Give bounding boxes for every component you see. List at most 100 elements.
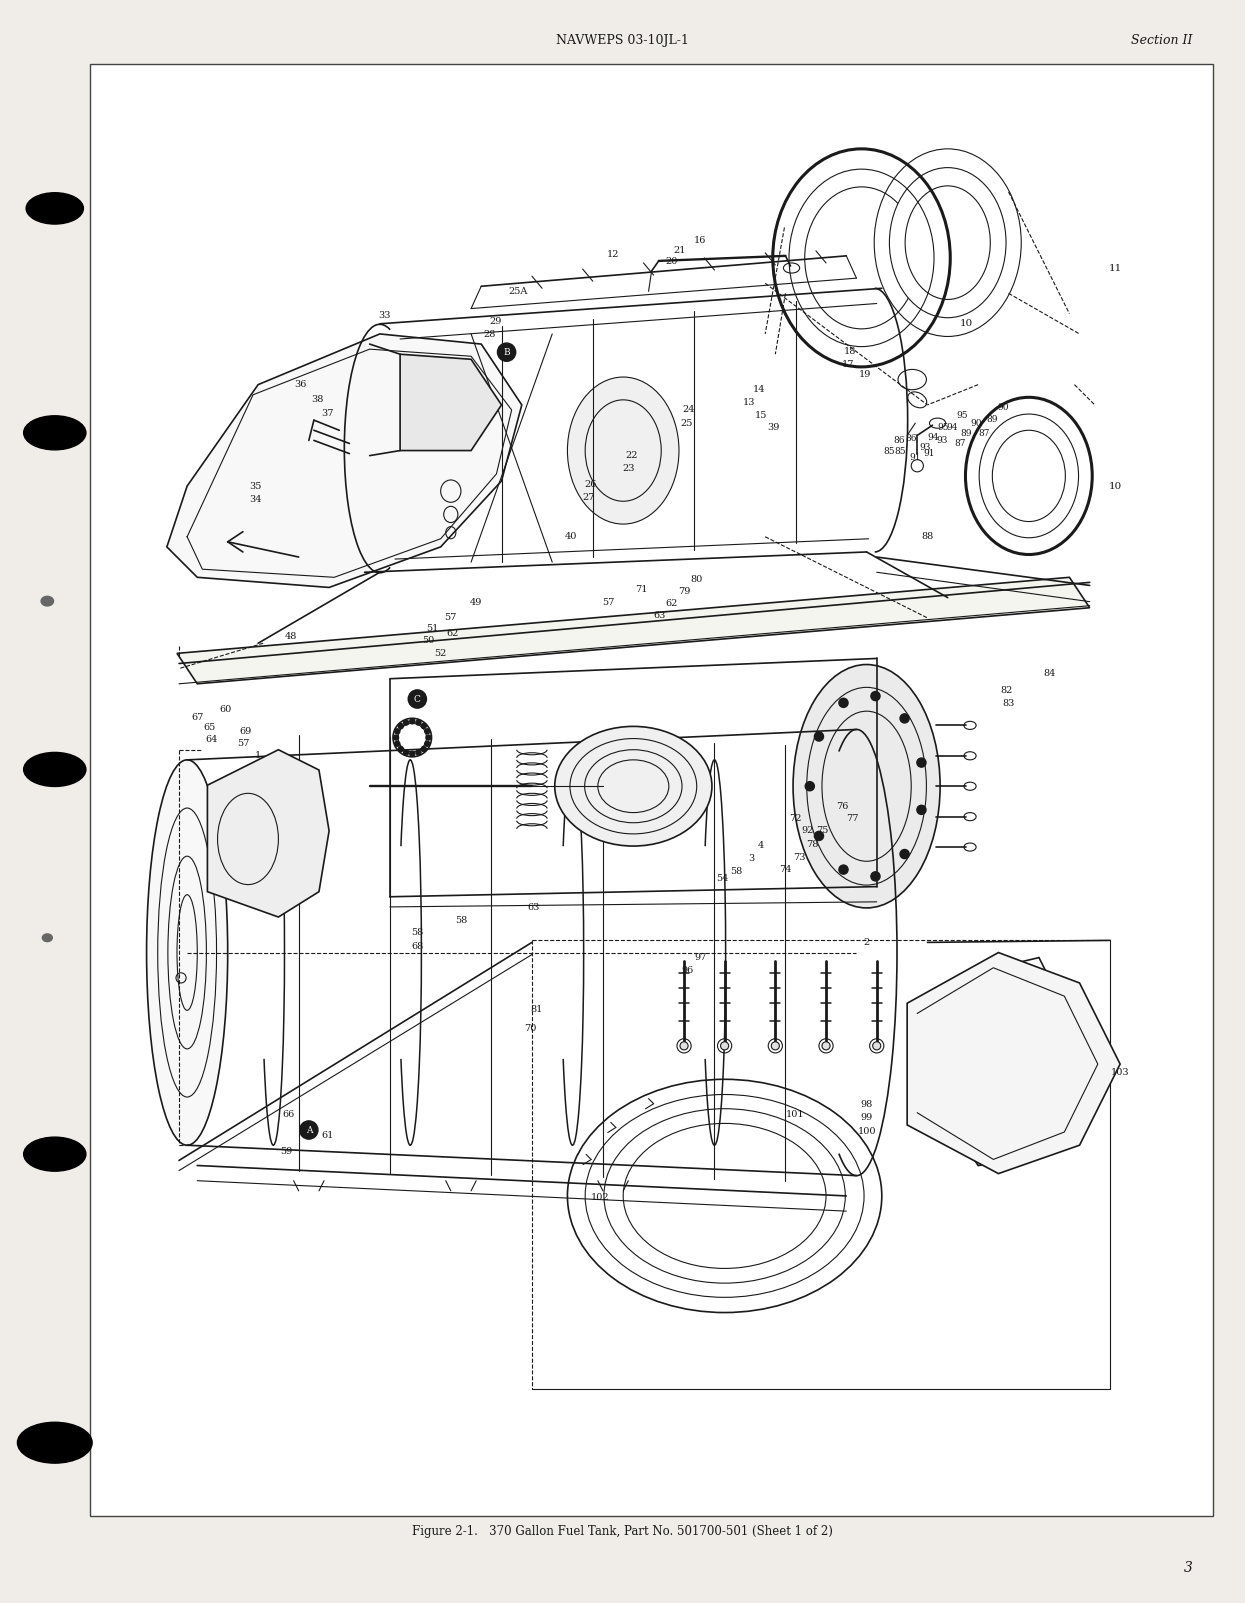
Polygon shape bbox=[177, 577, 1089, 684]
Text: B: B bbox=[503, 348, 510, 357]
Text: 72: 72 bbox=[789, 814, 802, 824]
Text: 17: 17 bbox=[842, 359, 854, 369]
Text: 74: 74 bbox=[779, 866, 792, 874]
Circle shape bbox=[398, 747, 403, 752]
Text: 73: 73 bbox=[793, 853, 806, 862]
Circle shape bbox=[872, 691, 880, 701]
Text: 93: 93 bbox=[920, 442, 931, 452]
Ellipse shape bbox=[889, 168, 1006, 317]
Text: 79: 79 bbox=[677, 587, 690, 596]
Text: 83: 83 bbox=[1002, 699, 1015, 707]
Circle shape bbox=[839, 699, 848, 707]
Text: 67: 67 bbox=[190, 713, 203, 721]
Polygon shape bbox=[208, 750, 329, 917]
Circle shape bbox=[416, 720, 421, 725]
Text: 50: 50 bbox=[422, 636, 435, 644]
Text: 103: 103 bbox=[1111, 1068, 1129, 1077]
Ellipse shape bbox=[721, 1042, 728, 1050]
Circle shape bbox=[398, 723, 403, 729]
Circle shape bbox=[408, 689, 427, 709]
Circle shape bbox=[403, 750, 408, 755]
Text: 82: 82 bbox=[1000, 686, 1012, 696]
Text: 57: 57 bbox=[237, 739, 249, 749]
Text: 39: 39 bbox=[767, 423, 779, 431]
Text: 1: 1 bbox=[255, 752, 261, 760]
Circle shape bbox=[421, 723, 426, 729]
Circle shape bbox=[416, 750, 421, 755]
Text: 34: 34 bbox=[249, 495, 261, 503]
Text: Section II: Section II bbox=[1132, 34, 1193, 48]
Text: 98: 98 bbox=[860, 1100, 873, 1109]
Text: 63: 63 bbox=[654, 611, 666, 620]
Text: 100: 100 bbox=[858, 1127, 875, 1135]
Text: 81: 81 bbox=[530, 1005, 543, 1013]
Text: 87: 87 bbox=[979, 430, 990, 438]
Circle shape bbox=[426, 736, 431, 741]
Ellipse shape bbox=[771, 1042, 779, 1050]
Text: 14: 14 bbox=[753, 385, 766, 394]
Text: 25A: 25A bbox=[508, 287, 528, 297]
Polygon shape bbox=[167, 333, 522, 587]
Text: 10: 10 bbox=[1108, 481, 1122, 491]
Text: 63: 63 bbox=[528, 904, 540, 912]
Text: 22: 22 bbox=[625, 450, 637, 460]
Text: 60: 60 bbox=[219, 705, 232, 713]
Text: 12: 12 bbox=[606, 250, 619, 260]
Text: 68: 68 bbox=[411, 943, 423, 951]
Text: 93: 93 bbox=[936, 436, 947, 446]
Text: 89: 89 bbox=[960, 430, 971, 438]
Text: 91: 91 bbox=[910, 454, 921, 462]
Ellipse shape bbox=[555, 726, 712, 846]
Text: A: A bbox=[305, 1125, 312, 1135]
Text: 25: 25 bbox=[680, 418, 692, 428]
Text: 54: 54 bbox=[716, 874, 728, 883]
Circle shape bbox=[814, 733, 823, 741]
Text: 48: 48 bbox=[284, 632, 296, 641]
Ellipse shape bbox=[24, 752, 86, 787]
Circle shape bbox=[410, 718, 415, 725]
Circle shape bbox=[814, 832, 823, 840]
Text: 86: 86 bbox=[905, 434, 918, 442]
Text: 21: 21 bbox=[674, 247, 686, 255]
Text: 58: 58 bbox=[454, 915, 467, 925]
Circle shape bbox=[395, 729, 400, 734]
Text: 37: 37 bbox=[321, 409, 334, 417]
Text: 90: 90 bbox=[970, 418, 982, 428]
Text: 86: 86 bbox=[894, 436, 905, 446]
Text: NAVWEPS 03-10JL-1: NAVWEPS 03-10JL-1 bbox=[557, 34, 688, 48]
Text: 59: 59 bbox=[280, 1146, 293, 1156]
Text: 33: 33 bbox=[378, 311, 391, 321]
Text: 3: 3 bbox=[748, 854, 754, 862]
Circle shape bbox=[900, 713, 909, 723]
Text: 27: 27 bbox=[583, 492, 595, 502]
Ellipse shape bbox=[24, 415, 86, 450]
Text: 92: 92 bbox=[802, 826, 814, 835]
Text: 36: 36 bbox=[295, 380, 308, 390]
Text: 84: 84 bbox=[1043, 668, 1056, 678]
Text: 71: 71 bbox=[635, 585, 647, 595]
Ellipse shape bbox=[24, 1137, 86, 1172]
Circle shape bbox=[410, 752, 415, 757]
Text: 91: 91 bbox=[924, 449, 935, 458]
Text: 38: 38 bbox=[311, 396, 324, 404]
Text: 18: 18 bbox=[844, 346, 857, 356]
Text: 57: 57 bbox=[444, 614, 457, 622]
Text: Figure 2-1.   370 Gallon Fuel Tank, Part No. 501700-501 (Sheet 1 of 2): Figure 2-1. 370 Gallon Fuel Tank, Part N… bbox=[412, 1524, 833, 1539]
Ellipse shape bbox=[624, 1124, 825, 1268]
Text: 70: 70 bbox=[524, 1024, 537, 1032]
Text: 90: 90 bbox=[997, 404, 1010, 412]
Text: 62: 62 bbox=[666, 600, 679, 608]
Text: 87: 87 bbox=[954, 439, 966, 447]
Ellipse shape bbox=[822, 1042, 830, 1050]
Text: 58: 58 bbox=[411, 928, 423, 936]
Text: 4: 4 bbox=[758, 840, 764, 850]
Text: 49: 49 bbox=[469, 598, 482, 608]
Text: 28: 28 bbox=[483, 330, 496, 340]
Text: 96: 96 bbox=[681, 967, 693, 975]
Text: 13: 13 bbox=[743, 399, 756, 407]
Circle shape bbox=[872, 872, 880, 882]
Circle shape bbox=[425, 741, 430, 747]
Text: 76: 76 bbox=[837, 802, 848, 811]
Ellipse shape bbox=[17, 1422, 92, 1464]
Circle shape bbox=[300, 1120, 317, 1140]
